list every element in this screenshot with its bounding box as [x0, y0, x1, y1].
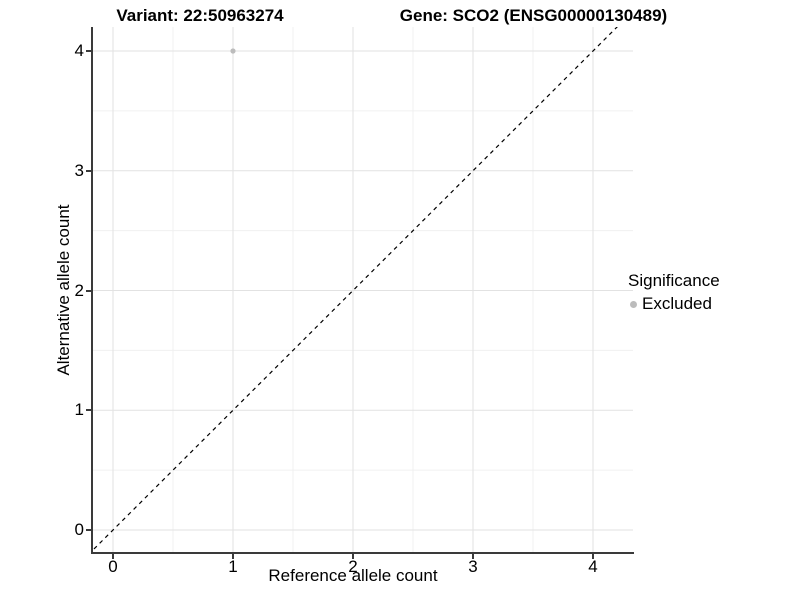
x-tick-mark [472, 554, 474, 559]
x-tick-mark [112, 554, 114, 559]
x-axis-title: Reference allele count [268, 566, 438, 585]
y-tick-mark [86, 409, 91, 412]
plot-title-gene: Gene: SCO2 (ENSG00000130489) [399, 6, 668, 25]
data-point [230, 48, 236, 54]
legend: Significance Excluded [628, 271, 720, 314]
y-tick-label: 3 [74, 160, 84, 180]
x-tick-label: 1 [228, 557, 238, 576]
plot-area-svg [92, 27, 633, 552]
x-tick-label: 3 [468, 557, 478, 576]
legend-entry-excluded: Excluded [628, 294, 720, 314]
x-tick-mark [592, 554, 594, 559]
excluded-point-icon [630, 300, 637, 308]
plot-title-variant: Variant: 22:50963274 [116, 6, 284, 25]
y-tick-label: 1 [74, 400, 84, 420]
y-tick-mark [86, 50, 91, 52]
x-tick-label: 2 [348, 557, 358, 576]
y-tick-label: 2 [74, 280, 84, 300]
y-axis-title: Alternative allele count [54, 204, 73, 376]
plot-panel [92, 27, 633, 552]
y-tick-label: 4 [74, 41, 84, 60]
x-tick-mark [352, 554, 354, 559]
y-tick-mark [86, 529, 91, 531]
x-tick-mark [232, 554, 234, 559]
legend-title: Significance [628, 271, 720, 290]
x-axis-line [91, 552, 634, 554]
y-tick-mark [86, 169, 91, 172]
x-tick-label: 4 [588, 557, 598, 576]
legend-entry-label: Excluded [642, 294, 712, 313]
y-tick-label: 0 [74, 520, 84, 539]
y-axis-line [91, 27, 93, 554]
x-tick-label: 0 [108, 557, 118, 576]
y-tick-mark [86, 289, 91, 292]
